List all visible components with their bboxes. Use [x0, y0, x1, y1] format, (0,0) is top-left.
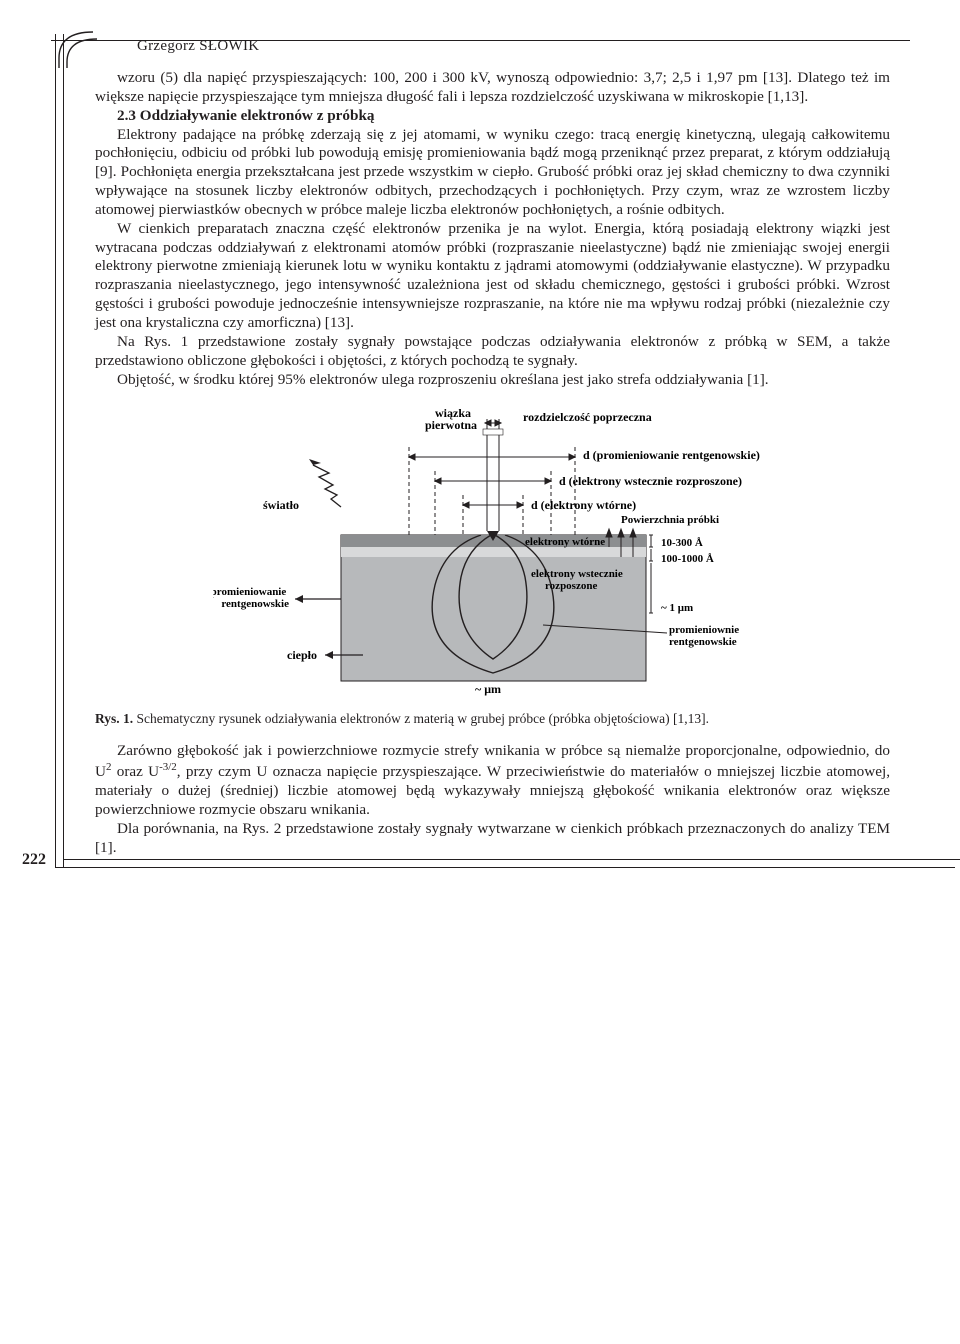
label-prom-rtg2: promieniownie rentgenowskie — [669, 624, 742, 648]
figure-caption-label: Rys. 1. — [95, 711, 133, 726]
figure-caption-text: Schematyczny rysunek odziaływania elektr… — [133, 711, 709, 726]
label-cieplo: ciepło — [287, 648, 317, 662]
label-rozdz: rozdzielczość poprzeczna — [523, 410, 652, 424]
label-prom-rtg: promieniowanie rentgenowskie — [213, 586, 289, 610]
label-pow: Powierzchnia próbki — [621, 514, 719, 526]
paragraph-2: Elektrony padające na próbkę zderzają si… — [95, 126, 890, 220]
label-ew: elektrony wtórne — [525, 536, 605, 548]
figure-1-diagram: wiązka pierwotna rozdzielczość poprzeczn… — [213, 399, 773, 699]
header-bracket-decoration — [53, 30, 113, 70]
paragraph-3: W cienkich preparatach znaczna część ele… — [95, 220, 890, 333]
figure-1-caption: Rys. 1. Schematyczny rysunek odziaływani… — [95, 711, 890, 728]
author-name: Grzegorz SŁOWIK — [137, 38, 259, 55]
label-wiazka: wiązka pierwotna — [425, 406, 477, 432]
section-2-3-title: 2.3 Oddziaływanie elektronów z próbką — [95, 107, 890, 126]
paragraph-7: Dla porównania, na Rys. 2 przedstawione … — [95, 820, 890, 858]
page-number-box: 222 — [0, 851, 60, 869]
paragraph-6: Zarówno głębokość jak i powierzchniowe r… — [95, 742, 890, 819]
label-mu: ~ μm — [475, 682, 501, 696]
label-a10: 10-300 Å — [661, 537, 703, 549]
label-d-se: d (elektrony wtórne) — [531, 498, 636, 512]
paragraph-1: wzoru (5) dla napięć przyspieszających: … — [95, 69, 890, 107]
label-a100: 100-1000 Å — [661, 553, 714, 565]
page-number: 222 — [8, 851, 60, 869]
label-d-rtg: d (promieniowanie rentgenowskie) — [583, 448, 760, 462]
body-text: wzoru (5) dla napięć przyspieszających: … — [95, 69, 890, 389]
paragraph-5: Objętość, w środku której 95% elektronów… — [95, 371, 890, 390]
label-d-bse: d (elektrony wstecznie rozproszone) — [559, 474, 742, 488]
page-header: Grzegorz SŁOWIK — [95, 40, 890, 41]
paragraph-4: Na Rys. 1 przedstawione zostały sygnały … — [95, 333, 890, 371]
label-swiatlo: światło — [263, 498, 299, 512]
label-mu1: ~ 1 μm — [661, 602, 693, 614]
figure-1: wiązka pierwotna rozdzielczość poprzeczn… — [213, 399, 773, 699]
body-text-2: Zarówno głębokość jak i powierzchniowe r… — [95, 742, 890, 857]
